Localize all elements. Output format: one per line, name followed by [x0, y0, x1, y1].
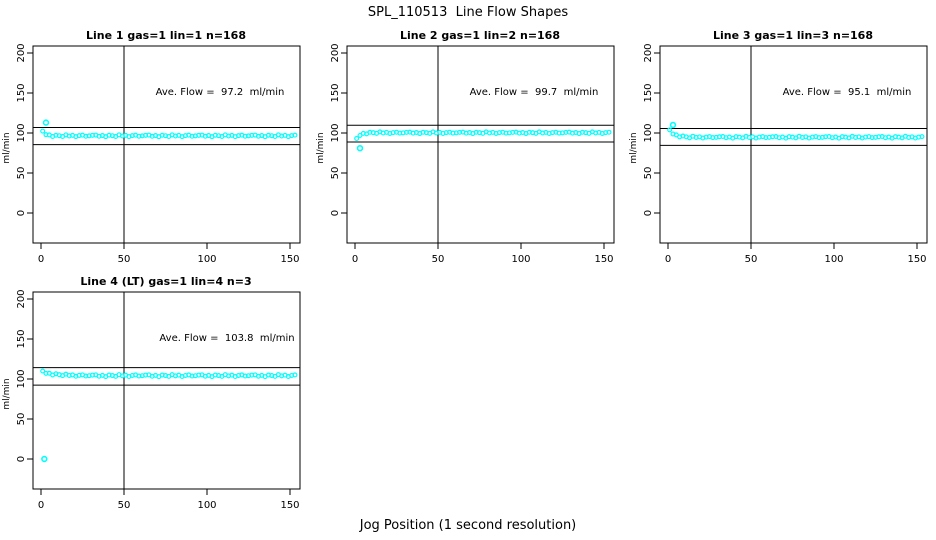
- x-axis-tick-label: 100: [824, 254, 843, 265]
- y-axis-tick-label: 100: [643, 123, 654, 142]
- x-axis-tick-label: 100: [197, 254, 216, 265]
- plot-layer: 0 50 100 150 200 0 50 100 150: [643, 43, 927, 265]
- y-axis-tick-label: 200: [643, 43, 654, 62]
- outlier-point: [356, 145, 364, 152]
- y-axis-tick-label: 50: [16, 167, 27, 180]
- x-axis-tick-label: 100: [197, 500, 216, 511]
- x-axis-tick-label: 150: [280, 254, 299, 265]
- y-axis-tick-label: 50: [330, 167, 341, 180]
- y-axis-tick-label: 50: [16, 413, 27, 426]
- data-point: [354, 135, 360, 141]
- y-axis-label: ml/min: [629, 132, 639, 163]
- plot-layer: 0 50 100 150 200 0 50 100 150: [16, 43, 300, 265]
- x-axis-figure-label: Jog Position (1 second resolution): [359, 518, 577, 533]
- x-axis-tick-label: 0: [352, 254, 358, 265]
- figure-title: SPL_110513 Line Flow Shapes: [368, 5, 568, 20]
- y-axis-label: ml/min: [316, 132, 326, 163]
- panel-line-3: Line 3 gas=1 lin=3 n=168 Ave. Flow = 95.…: [629, 29, 928, 265]
- outlier-point: [42, 119, 50, 126]
- panel-title: Line 2 gas=1 lin=2 n=168: [400, 29, 560, 42]
- y-axis-tick-label: 50: [643, 167, 654, 180]
- y-axis-tick-label: 0: [643, 210, 654, 216]
- y-axis-tick-label: 100: [330, 123, 341, 142]
- y-axis-tick-label: 200: [16, 43, 27, 62]
- y-axis-label: ml/min: [2, 378, 12, 409]
- plot-layer: 0 50 100 150 200 0 50 100 150: [16, 289, 300, 511]
- y-axis-tick-label: 0: [16, 210, 27, 216]
- panel-line-1: Line 1 gas=1 lin=1 n=168 Ave. Flow = 97.…: [2, 29, 301, 265]
- panel-title: Line 4 (LT) gas=1 lin=4 n=3: [80, 275, 251, 288]
- plot-box: [659, 45, 928, 244]
- y-axis-tick-label: 200: [16, 289, 27, 308]
- x-axis-tick-label: 50: [118, 254, 131, 265]
- x-axis-tick-label: 50: [432, 254, 445, 265]
- data-point: [606, 129, 612, 135]
- y-axis-tick-label: 0: [330, 210, 341, 216]
- data-point: [919, 134, 925, 140]
- y-axis-tick-label: 100: [16, 123, 27, 142]
- plot-box: [32, 291, 301, 490]
- outlier-point: [669, 121, 677, 129]
- data-point: [357, 132, 363, 138]
- plot-layer: 0 50 100 150 200 0 50 100 150: [330, 43, 614, 265]
- y-axis-tick-label: 100: [16, 369, 27, 388]
- x-axis-tick-label: 0: [665, 254, 671, 265]
- data-point: [40, 368, 46, 374]
- y-axis-tick-label: 150: [16, 329, 27, 348]
- panel-line-2: Line 2 gas=1 lin=2 n=168 Ave. Flow = 99.…: [316, 29, 615, 265]
- y-axis-label: ml/min: [2, 132, 12, 163]
- y-axis-tick-label: 150: [16, 83, 27, 102]
- x-axis-tick-label: 150: [280, 500, 299, 511]
- x-axis-tick-label: 0: [38, 500, 44, 511]
- x-axis-tick-label: 0: [38, 254, 44, 265]
- x-axis-tick-label: 150: [907, 254, 926, 265]
- data-point: [292, 372, 298, 378]
- plot-box: [346, 45, 615, 244]
- avg-flow-annotation: Ave. Flow = 103.8 ml/min: [159, 333, 294, 344]
- y-axis-tick-label: 200: [330, 43, 341, 62]
- plot-box: [32, 45, 301, 244]
- y-axis-tick-label: 0: [16, 456, 27, 462]
- x-axis-tick-label: 100: [511, 254, 530, 265]
- data-point: [40, 128, 46, 134]
- y-axis-tick-label: 150: [330, 83, 341, 102]
- avg-flow-annotation: Ave. Flow = 95.1 ml/min: [783, 87, 912, 98]
- y-axis-tick-label: 150: [643, 83, 654, 102]
- x-axis-tick-label: 150: [594, 254, 613, 265]
- data-point: [667, 127, 673, 133]
- outlier-point: [41, 455, 48, 463]
- avg-flow-annotation: Ave. Flow = 97.2 ml/min: [156, 87, 285, 98]
- data-point: [292, 132, 298, 138]
- x-axis-tick-label: 50: [118, 500, 131, 511]
- x-axis-tick-label: 50: [745, 254, 758, 265]
- panel-title: Line 1 gas=1 lin=1 n=168: [86, 29, 246, 42]
- panel-title: Line 3 gas=1 lin=3 n=168: [713, 29, 873, 42]
- panel-line-4: Line 4 (LT) gas=1 lin=4 n=3 Ave. Flow = …: [2, 275, 301, 511]
- avg-flow-annotation: Ave. Flow = 99.7 ml/min: [470, 87, 599, 98]
